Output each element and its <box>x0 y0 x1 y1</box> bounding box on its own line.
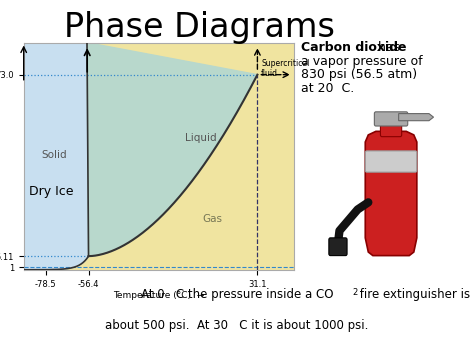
Text: Gas: Gas <box>203 214 223 224</box>
Polygon shape <box>365 131 417 256</box>
Text: Solid: Solid <box>42 149 67 159</box>
FancyBboxPatch shape <box>374 112 408 126</box>
Text: 830 psi (56.5 atm): 830 psi (56.5 atm) <box>301 68 417 81</box>
Text: Carbon dioxide: Carbon dioxide <box>301 41 407 54</box>
Text: at 20  C.: at 20 C. <box>301 82 354 95</box>
Polygon shape <box>87 43 257 256</box>
Text: about 500 psi.  At 30   C it is about 1000 psi.: about 500 psi. At 30 C it is about 1000 … <box>105 320 369 333</box>
X-axis label: Temperature (°C)  →: Temperature (°C) → <box>113 291 204 300</box>
Text: Dry Ice: Dry Ice <box>29 185 74 198</box>
Text: Phase Diagrams: Phase Diagrams <box>64 11 335 44</box>
FancyBboxPatch shape <box>329 238 347 256</box>
Text: At 0   C the pressure inside a CO: At 0 C the pressure inside a CO <box>141 288 333 301</box>
FancyBboxPatch shape <box>381 119 401 137</box>
Polygon shape <box>399 114 434 121</box>
Polygon shape <box>24 43 89 270</box>
Text: has: has <box>374 41 401 54</box>
Text: fire extinguisher is: fire extinguisher is <box>356 288 470 301</box>
FancyBboxPatch shape <box>365 151 417 172</box>
Text: Supercritical
fluid: Supercritical fluid <box>261 59 310 78</box>
Text: 2: 2 <box>353 288 358 297</box>
Text: a vapor pressure of: a vapor pressure of <box>301 55 423 68</box>
Text: Liquid: Liquid <box>185 133 217 143</box>
